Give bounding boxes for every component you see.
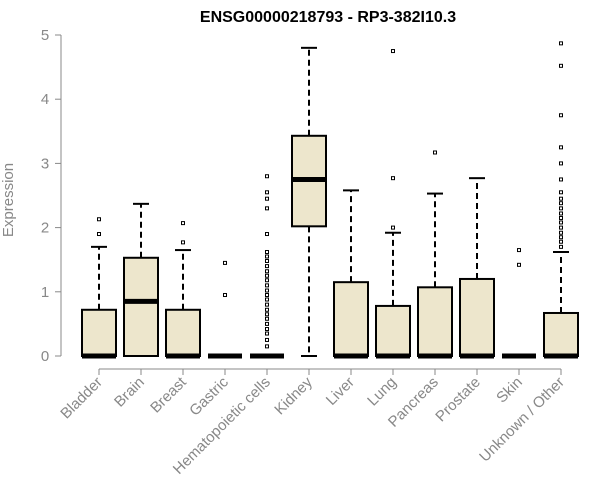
outlier-point: [265, 249, 269, 254]
y-tick-label: 1: [41, 284, 49, 301]
outlier-point: [559, 225, 563, 230]
outlier-point: [223, 293, 227, 298]
outlier-point: [97, 232, 101, 237]
outlier-point: [559, 206, 563, 211]
outlier-point: [559, 220, 563, 225]
outlier-point: [265, 312, 269, 317]
outlier-point: [517, 248, 521, 253]
outlier-point: [391, 176, 395, 181]
outlier-point: [265, 327, 269, 332]
outlier-point: [559, 235, 563, 240]
outlier-point: [265, 316, 269, 321]
outlier-point: [559, 196, 563, 201]
y-axis-label: Expression: [0, 163, 17, 237]
outlier-point: [265, 337, 269, 342]
outlier-point: [265, 344, 269, 349]
x-tick-label: Bladder: [57, 374, 106, 423]
outlier-point: [265, 206, 269, 211]
box-rect: [375, 304, 411, 358]
outlier-point: [265, 196, 269, 201]
outlier-point: [559, 190, 563, 195]
x-tick-label: Liver: [323, 374, 358, 409]
outlier-point: [391, 225, 395, 230]
outlier-point: [559, 230, 563, 235]
outlier-point: [559, 63, 563, 68]
outlier-point: [265, 269, 269, 274]
box-group: [502, 248, 536, 359]
box-group: [123, 202, 159, 357]
box-group: [165, 221, 201, 359]
outlier-point: [559, 211, 563, 216]
y-tick-label: 5: [41, 27, 49, 44]
outlier-point: [265, 331, 269, 336]
box-group: [250, 174, 284, 359]
outlier-point: [181, 221, 185, 226]
box-group: [333, 189, 369, 359]
box-rect: [81, 308, 117, 357]
outlier-point: [559, 113, 563, 118]
y-tick-label: 3: [41, 155, 49, 172]
outlier-point: [265, 302, 269, 307]
outlier-point: [559, 177, 563, 182]
outlier-point: [559, 244, 563, 249]
box-group: [291, 46, 327, 357]
outlier-point: [265, 273, 269, 278]
box-rect: [123, 256, 159, 357]
outlier-point: [391, 49, 395, 54]
box-rect: [333, 281, 369, 358]
box-rect: [459, 277, 495, 357]
outlier-point: [97, 217, 101, 222]
outlier-point: [265, 190, 269, 195]
outlier-point: [265, 307, 269, 312]
y-tick-label: 4: [41, 91, 49, 108]
outlier-point: [265, 174, 269, 179]
y-axis: 0 1 2 3 4 5: [41, 27, 62, 365]
box-group: [417, 150, 453, 359]
x-tick-label: Prostate: [432, 374, 484, 426]
outlier-point: [265, 297, 269, 302]
x-tick-label: Skin: [493, 374, 526, 407]
y-tick-label: 2: [41, 220, 49, 237]
outlier-point: [559, 41, 563, 46]
chart-title: ENSG00000218793 - RP3-382I10.3: [200, 9, 456, 26]
outlier-point: [265, 258, 269, 263]
outlier-point: [517, 262, 521, 267]
box-group: [81, 217, 117, 359]
outlier-point: [433, 150, 437, 155]
y-tick-label: 0: [41, 348, 49, 365]
box-group: [375, 49, 411, 359]
outlier-point: [181, 240, 185, 245]
x-tick-label: Brain: [111, 374, 148, 411]
box-rect: [165, 308, 201, 357]
outlier-point: [265, 293, 269, 298]
x-tick-label: Kidney: [271, 373, 316, 418]
box-group: [459, 177, 495, 359]
outlier-point: [265, 288, 269, 293]
outlier-point: [265, 278, 269, 283]
outlier-point: [265, 232, 269, 237]
box-rect: [543, 311, 579, 357]
outlier-point: [559, 239, 563, 244]
outlier-point: [559, 145, 563, 150]
outlier-point: [265, 283, 269, 288]
outlier-point: [559, 201, 563, 206]
outlier-point: [223, 260, 227, 265]
outlier-point: [265, 321, 269, 326]
box-rect: [417, 286, 453, 357]
box-group: [543, 41, 579, 359]
outlier-point: [265, 254, 269, 259]
box-group: [208, 260, 242, 359]
x-tick-label: Lung: [364, 374, 400, 410]
plot-area: [81, 41, 579, 359]
outlier-point: [265, 264, 269, 269]
x-tick-label: Breast: [147, 373, 190, 416]
outlier-point: [559, 161, 563, 166]
outlier-point: [559, 215, 563, 220]
